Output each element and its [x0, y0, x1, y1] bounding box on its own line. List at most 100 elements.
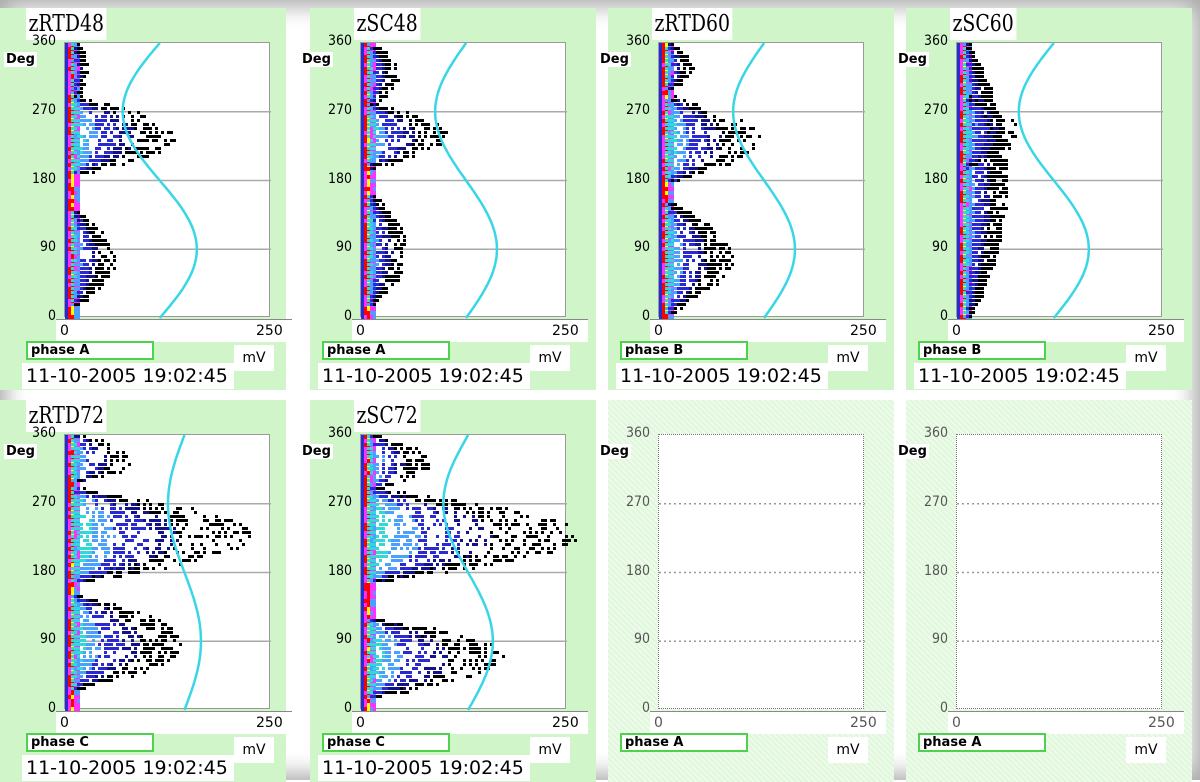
scatter-point — [83, 219, 86, 222]
scatter-point — [391, 111, 394, 114]
scatter-point — [674, 227, 677, 230]
scatter-point — [704, 267, 707, 270]
scatter-point — [80, 151, 83, 154]
timestamp: 11-10-2005 19:02:45 — [318, 363, 530, 389]
density-cell — [361, 271, 364, 275]
scatter-point — [370, 287, 373, 290]
scatter-point — [80, 295, 83, 298]
scatter-point — [373, 107, 376, 110]
scatter-point — [397, 139, 400, 142]
scatter-point — [731, 255, 734, 258]
scatter-point — [376, 155, 379, 158]
scatter-point — [686, 255, 689, 258]
scatter-point — [668, 71, 671, 74]
scatter-point — [397, 263, 400, 266]
plot-area[interactable] — [658, 42, 864, 317]
scatter-point — [376, 231, 379, 234]
scatter-point — [80, 111, 83, 114]
scatter-point — [71, 211, 74, 214]
scatter-point — [119, 131, 122, 134]
scatter-point — [683, 247, 686, 250]
scatter-point — [80, 123, 83, 126]
scatter-point — [74, 99, 77, 102]
scatter-point — [728, 135, 731, 138]
scatter-point — [391, 223, 394, 226]
scatter-point — [397, 135, 400, 138]
scatter-point — [376, 75, 379, 78]
scatter-point — [74, 127, 77, 130]
scatter-point — [376, 243, 379, 246]
scatter-point — [71, 127, 74, 130]
scatter-point — [367, 227, 370, 230]
scatter-point — [101, 159, 104, 162]
scatter-point — [424, 123, 427, 126]
scatter-point — [391, 163, 394, 166]
scatter-point — [668, 139, 671, 142]
scatter-point — [719, 243, 722, 246]
scatter-point — [71, 219, 74, 222]
scatter-point — [113, 119, 116, 122]
density-cell — [364, 115, 367, 119]
phase-label[interactable]: phase B — [620, 341, 748, 360]
scatter-point — [71, 271, 74, 274]
density-cell — [373, 187, 376, 191]
scatter-point — [692, 259, 695, 262]
scatter-point — [116, 119, 119, 122]
y-tick-label-270: 270 — [24, 102, 56, 118]
scatter-point — [373, 287, 376, 290]
density-cell — [77, 115, 80, 119]
scatter-point — [683, 267, 686, 270]
scatter-point — [716, 263, 719, 266]
scatter-point — [412, 147, 415, 150]
phase-label[interactable]: phase A — [26, 341, 154, 360]
scatter-point — [71, 171, 74, 174]
scatter-point — [77, 227, 80, 230]
density-cell — [659, 287, 662, 291]
plot-area[interactable] — [64, 42, 270, 317]
scatter-point — [367, 83, 370, 86]
scatter-point — [95, 235, 98, 238]
scatter-point — [101, 255, 104, 258]
scatter-point — [683, 155, 686, 158]
scatter-point — [695, 135, 698, 138]
scatter-point — [668, 147, 671, 150]
scatter-point — [373, 251, 376, 254]
scatter-point — [376, 107, 379, 110]
scatter-point — [674, 119, 677, 122]
plot-area[interactable] — [360, 42, 566, 317]
scatter-point — [689, 231, 692, 234]
scatter-point — [683, 67, 686, 70]
scatter-point — [113, 267, 116, 270]
scatter-point — [95, 123, 98, 126]
scatter-point — [674, 299, 677, 302]
plot-area[interactable] — [956, 42, 1162, 317]
scatter-point — [710, 163, 713, 166]
scatter-point — [692, 131, 695, 134]
scatter-point — [677, 303, 680, 306]
scatter-point — [412, 143, 415, 146]
scatter-point — [680, 299, 683, 302]
y-tick-label-90: 90 — [618, 239, 650, 255]
scatter-point — [104, 163, 107, 166]
scatter-point — [388, 111, 391, 114]
scatter-point — [725, 139, 728, 142]
scatter-point — [77, 267, 80, 270]
scatter-point — [445, 131, 448, 134]
scatter-point — [116, 135, 119, 138]
scatter-point — [77, 295, 80, 298]
density-cell — [65, 199, 68, 203]
density-cell — [364, 151, 367, 155]
scatter-point — [725, 135, 728, 138]
scatter-point — [367, 59, 370, 62]
scatter-point — [71, 299, 74, 302]
x-tick-label-250: 250 — [256, 323, 283, 339]
density-cell — [659, 267, 662, 271]
scatter-point — [373, 243, 376, 246]
phase-label[interactable]: phase A — [322, 341, 450, 360]
scatter-point — [388, 67, 391, 70]
scatter-point — [373, 159, 376, 162]
